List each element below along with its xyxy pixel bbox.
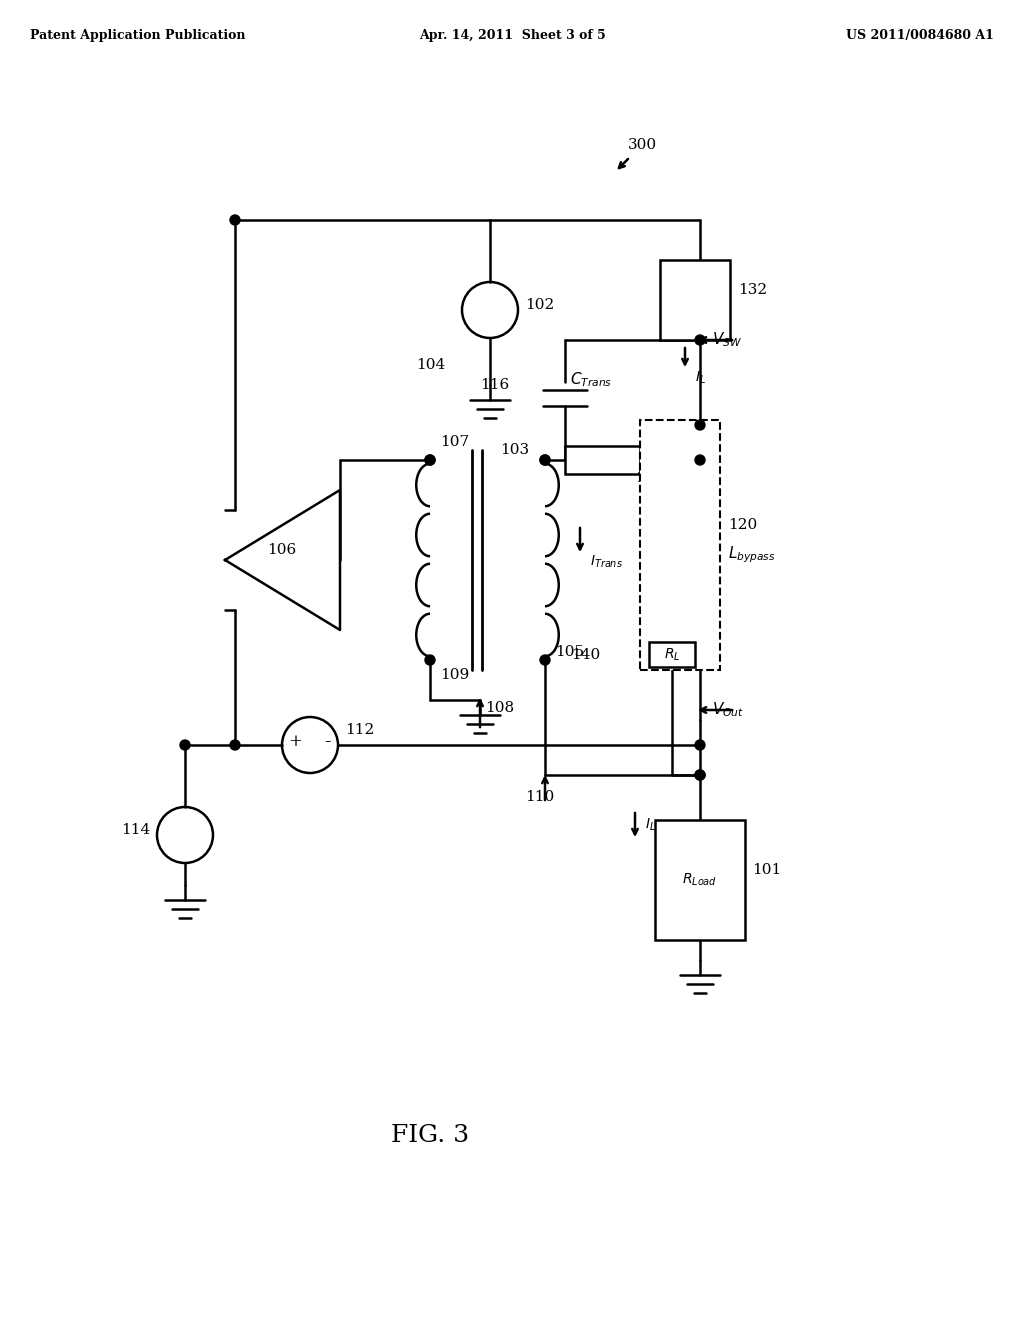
Text: FIG. 3: FIG. 3 xyxy=(391,1123,469,1147)
Circle shape xyxy=(695,420,705,430)
Text: 118: 118 xyxy=(635,471,665,484)
Text: $C_{Trans}$: $C_{Trans}$ xyxy=(570,371,612,389)
Text: 110: 110 xyxy=(525,789,555,804)
Text: $V_{Out}$: $V_{Out}$ xyxy=(712,701,744,719)
Circle shape xyxy=(180,741,190,750)
Bar xyxy=(640,420,720,671)
Circle shape xyxy=(230,741,240,750)
Circle shape xyxy=(425,655,435,665)
Text: 106: 106 xyxy=(267,543,296,557)
Text: US 2011/0084680 A1: US 2011/0084680 A1 xyxy=(846,29,994,41)
Circle shape xyxy=(540,655,550,665)
Text: 116: 116 xyxy=(480,378,509,392)
Text: $L_{bypass}$: $L_{bypass}$ xyxy=(728,545,776,565)
Text: $I_L$: $I_L$ xyxy=(645,817,656,833)
Circle shape xyxy=(230,215,240,224)
Bar xyxy=(660,260,730,341)
Circle shape xyxy=(695,770,705,780)
Text: Patent Application Publication: Patent Application Publication xyxy=(30,29,246,41)
Text: 132: 132 xyxy=(738,282,767,297)
Text: 101: 101 xyxy=(752,863,781,876)
Text: $V_{SW}$: $V_{SW}$ xyxy=(712,330,742,350)
Text: 120: 120 xyxy=(728,517,758,532)
Bar xyxy=(649,642,695,667)
Text: $R_{Load}$: $R_{Load}$ xyxy=(682,871,718,888)
Text: 107: 107 xyxy=(440,436,469,449)
Circle shape xyxy=(540,455,550,465)
Circle shape xyxy=(695,770,705,780)
Circle shape xyxy=(540,455,550,465)
Circle shape xyxy=(425,455,435,465)
Circle shape xyxy=(695,455,705,465)
Bar xyxy=(655,820,745,940)
Text: $I_{Trans}$: $I_{Trans}$ xyxy=(590,554,623,570)
Text: 140: 140 xyxy=(570,648,600,663)
Text: 105: 105 xyxy=(555,645,584,659)
Text: 300: 300 xyxy=(628,139,657,152)
Text: $I_L$: $I_L$ xyxy=(695,370,706,387)
Circle shape xyxy=(695,741,705,750)
Text: 112: 112 xyxy=(345,723,374,737)
Text: +: + xyxy=(288,734,302,751)
Circle shape xyxy=(695,335,705,345)
Text: -: - xyxy=(324,733,331,751)
Text: $R_L$: $R_L$ xyxy=(664,647,680,663)
Text: $R_{Trans}$: $R_{Trans}$ xyxy=(640,438,682,457)
Text: 102: 102 xyxy=(525,298,554,312)
Text: 108: 108 xyxy=(485,701,514,715)
Bar xyxy=(565,446,640,474)
Text: 104: 104 xyxy=(416,358,445,372)
Circle shape xyxy=(425,455,435,465)
Text: 114: 114 xyxy=(121,822,150,837)
Text: 109: 109 xyxy=(440,668,469,682)
Text: 103: 103 xyxy=(500,444,529,457)
Text: Apr. 14, 2011  Sheet 3 of 5: Apr. 14, 2011 Sheet 3 of 5 xyxy=(419,29,605,41)
